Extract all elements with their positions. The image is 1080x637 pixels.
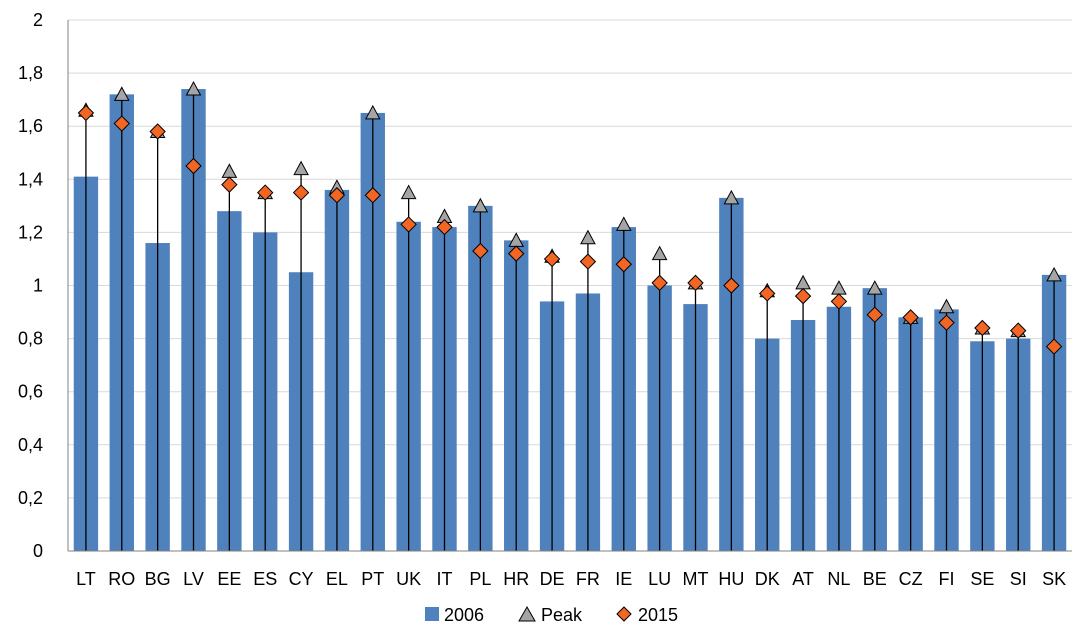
x-tick-label: SE	[970, 569, 994, 589]
legend-label-2006: 2006	[444, 605, 484, 625]
peak-marker	[723, 189, 740, 205]
x-axis-ticks: LT RO BG LV EE ES CY EL PT UK IT PL HR DE FR IE LU MT HU DK…	[76, 569, 1066, 589]
x-tick-label: DE	[540, 569, 565, 589]
marker-2015	[1045, 338, 1063, 355]
peak-marker	[185, 80, 202, 96]
marker-2015	[436, 218, 453, 236]
y-tick-label: 1,4	[18, 169, 43, 189]
marker-2015	[974, 319, 991, 337]
peak-marker	[795, 274, 811, 290]
marker-2015	[723, 277, 740, 294]
x-tick-label: IT	[437, 569, 453, 589]
peak-marker	[364, 104, 381, 120]
x-tick-label: PL	[469, 569, 491, 589]
marker-2015	[221, 176, 238, 193]
legend-label-peak: Peak	[541, 605, 583, 625]
markers-2015	[77, 104, 1063, 355]
x-tick-label: BE	[863, 569, 887, 589]
x-tick-label: AT	[792, 569, 814, 589]
x-tick-label: HU	[718, 569, 744, 589]
marker-2015	[902, 309, 919, 326]
x-tick-label: DK	[755, 569, 780, 589]
x-tick-label: HR	[503, 569, 529, 589]
peak-marker	[580, 229, 596, 245]
marker-2015	[113, 115, 130, 132]
x-tick-label: NL	[827, 569, 850, 589]
x-tick-label: BG	[145, 569, 171, 589]
marker-2015	[866, 306, 883, 323]
marker-2015	[579, 253, 597, 270]
y-tick-label: 1,2	[18, 222, 43, 242]
marker-2015	[400, 216, 417, 233]
x-tick-label: EL	[326, 569, 348, 589]
peak-marker	[293, 160, 309, 176]
y-tick-label: 0,2	[18, 488, 43, 508]
legend-swatch-2006	[425, 607, 439, 621]
x-tick-label: EE	[217, 569, 241, 589]
peak-marker	[831, 280, 847, 295]
bars-2006	[73, 89, 1067, 552]
peak-marker	[938, 298, 955, 314]
x-tick-label: PT	[361, 569, 384, 589]
legend-swatch-2015	[616, 606, 632, 622]
marker-2015	[472, 242, 489, 260]
y-axis-ticks: 0 0,2 0,4 0,6 0,8 1 1,2 1,4 1,6 1,8 2	[18, 10, 43, 561]
x-tick-label: SI	[1010, 569, 1027, 589]
x-tick-label: RO	[108, 569, 135, 589]
peak-marker	[651, 245, 668, 261]
marker-2015	[185, 157, 202, 175]
y-tick-label: 0,4	[18, 435, 43, 455]
x-tick-label: FR	[576, 569, 600, 589]
y-tick-label: 1,6	[18, 116, 43, 136]
marker-2015	[794, 287, 812, 305]
x-tick-label: UK	[396, 569, 421, 589]
legend-swatch-peak	[518, 605, 536, 622]
peak-marker	[866, 280, 883, 295]
marker-2015	[328, 187, 346, 204]
legend-label-2015: 2015	[638, 605, 678, 625]
marker-2015	[508, 245, 525, 262]
y-tick-label: 0,6	[18, 382, 43, 402]
marker-2015	[1010, 322, 1027, 339]
x-tick-label: LT	[76, 569, 96, 589]
x-tick-label: SK	[1042, 569, 1066, 589]
x-tick-label: CY	[289, 569, 314, 589]
y-tick-label: 1	[33, 276, 43, 296]
peak-marker	[1046, 266, 1062, 282]
marker-2015	[77, 104, 95, 122]
marker-2015	[615, 256, 632, 273]
peak-marker	[400, 184, 417, 200]
x-tick-label: FI	[939, 569, 955, 589]
x-tick-label: CZ	[899, 569, 923, 589]
marker-2015	[257, 184, 274, 201]
x-tick-label: LU	[648, 569, 671, 589]
marker-2015	[364, 187, 381, 204]
marker-2015	[292, 184, 310, 201]
marker-2015	[149, 123, 166, 140]
peak-marker	[472, 197, 489, 213]
marker-2015	[543, 250, 561, 268]
y-tick-label: 0,8	[18, 329, 43, 349]
peak-marker	[615, 216, 632, 231]
x-tick-label: MT	[683, 569, 709, 589]
x-tick-label: LV	[183, 569, 204, 589]
x-tick-label: IE	[615, 569, 632, 589]
marker-2015	[759, 285, 776, 302]
y-tick-label: 0	[33, 541, 43, 561]
marker-2015	[938, 314, 955, 331]
y-tick-label: 2	[33, 10, 43, 30]
x-tick-label: ES	[253, 569, 277, 589]
marker-2015	[830, 293, 848, 310]
peak-marker	[113, 86, 130, 101]
legend: 2006 Peak 2015	[425, 605, 678, 625]
range-lines	[85, 89, 1055, 551]
marker-2015	[687, 274, 704, 292]
marker-2015	[651, 274, 668, 292]
y-tick-label: 1,8	[18, 63, 43, 83]
peak-marker	[221, 163, 238, 178]
peak-marker	[508, 232, 525, 247]
